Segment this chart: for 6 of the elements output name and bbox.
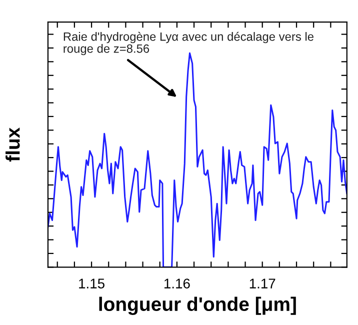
annotation: Raie d'hydrogène Lyα avec un décalage vers le rouge de z=8.56 [64,32,314,56]
x-axis-title: longueur d'onde [μm] [99,296,296,315]
x-tick-label: 1.15 [79,278,104,288]
x-tick-label: 1.16 [164,278,190,288]
x-tick-label: 1.17 [250,278,276,288]
y-axis-title: flux [6,127,20,162]
